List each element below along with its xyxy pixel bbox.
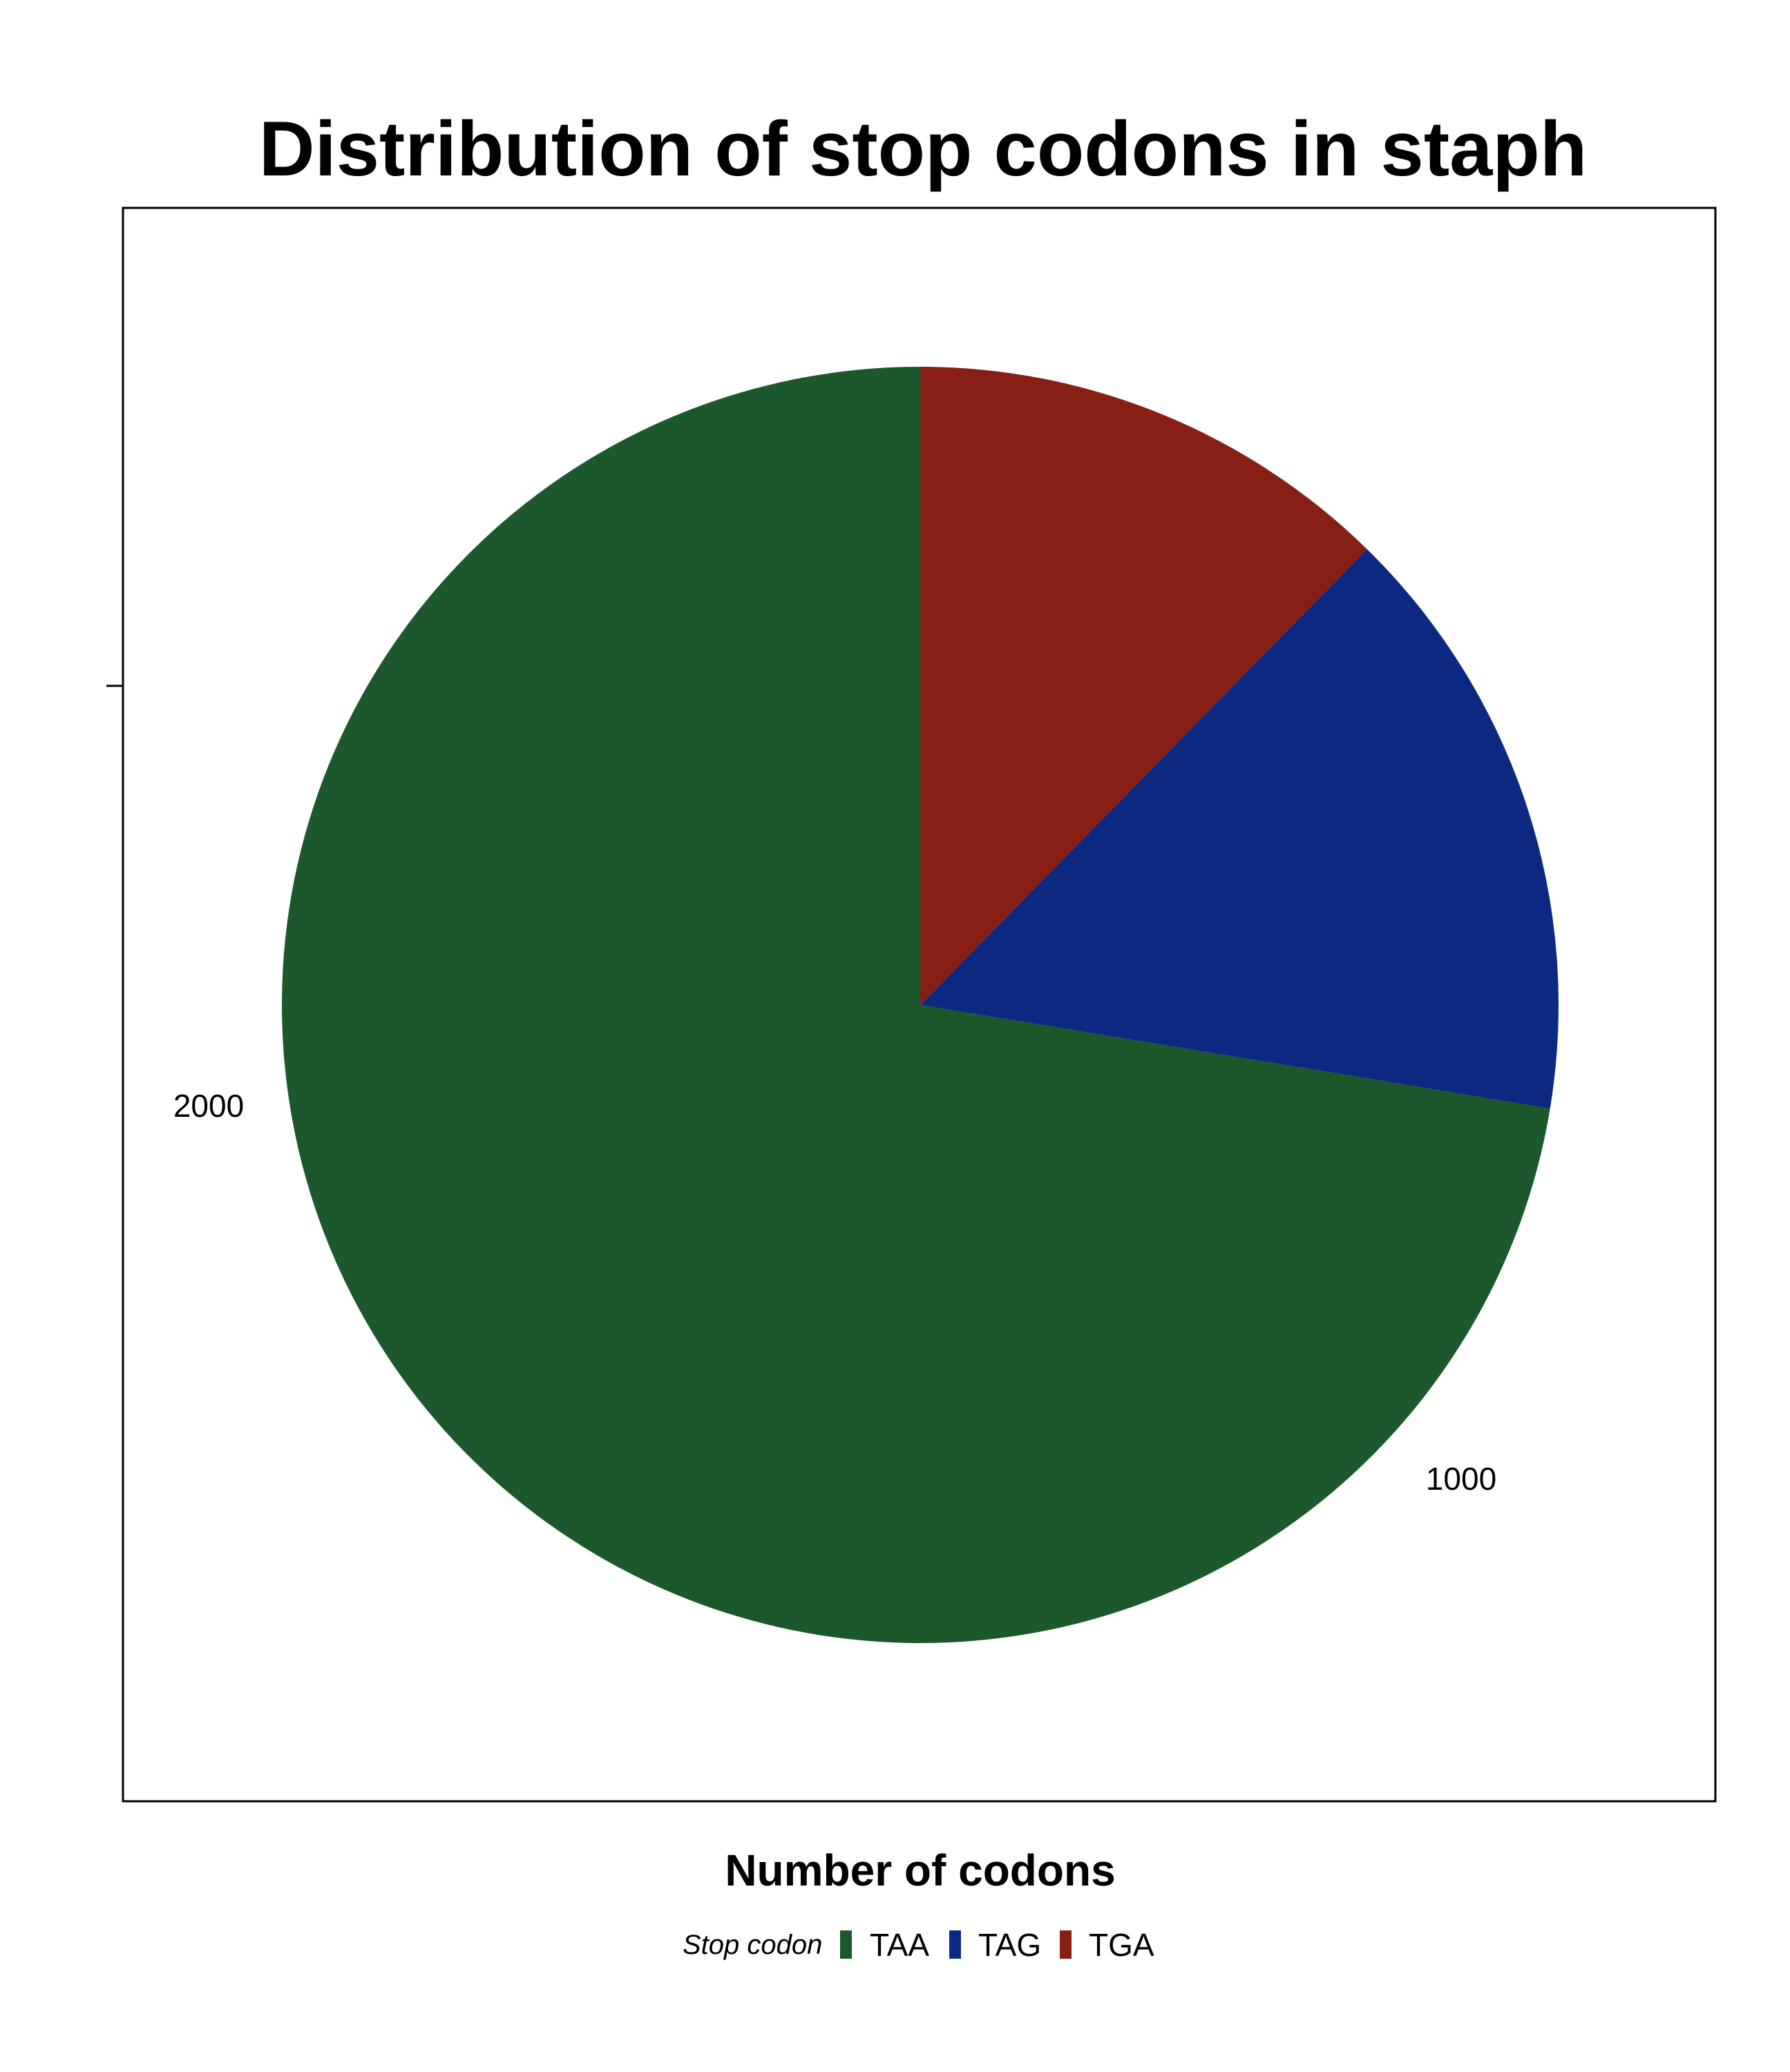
legend-key-taa: [840, 1930, 852, 1959]
pie-slices: [281, 367, 1559, 1643]
chart-title: Distribution of stop codons in staph: [259, 106, 1588, 192]
pie-slice-tag: [920, 549, 1559, 1109]
legend-label-tag: TAG: [978, 1927, 1041, 1963]
legend-label-tga: TGA: [1089, 1927, 1154, 1963]
legend-key-tag: [949, 1930, 961, 1959]
legend-label-taa: TAA: [870, 1927, 929, 1963]
legend-key-tga: [1060, 1930, 1072, 1959]
x-axis-title: Number of codons: [725, 1845, 1115, 1895]
plot-panel-border: [122, 207, 1717, 1803]
radial-tick-label-1000: 1000: [1426, 1461, 1496, 1497]
radial-tick-label-2000: 2000: [173, 1088, 244, 1124]
pie-slice-taa: [281, 367, 1550, 1643]
legend: Stop codon TAA TAG TGA: [683, 1927, 1154, 1963]
legend-title: Stop codon: [683, 1930, 822, 1960]
pie-slice-tga: [920, 367, 1367, 1005]
